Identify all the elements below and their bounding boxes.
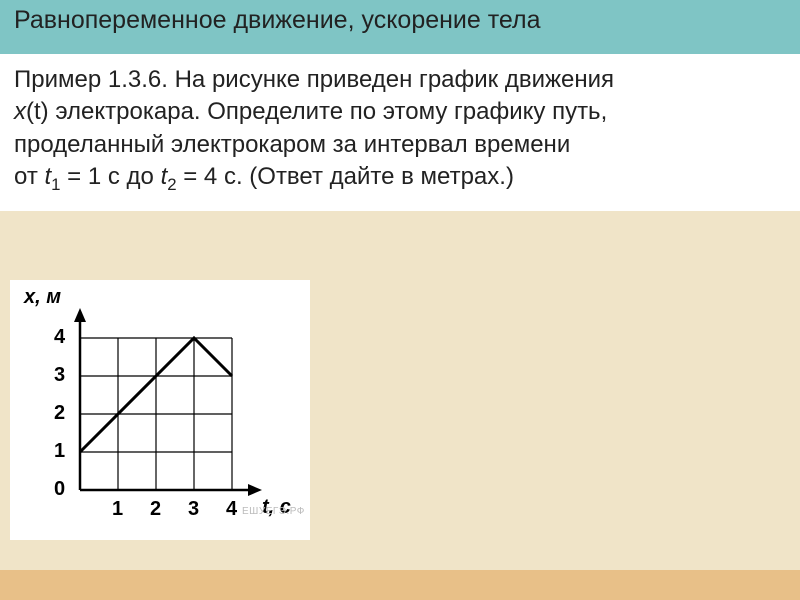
problem-text: от	[14, 163, 44, 190]
problem-text: На рисунке приведен график движения	[175, 66, 614, 93]
chart-area: x, м t, с 0 1 2 3 4 1 2 3 4 ЕШУЕГЭ.РФ	[10, 280, 310, 540]
sub-1: 1	[51, 175, 60, 194]
problem-text: = 4 с. (Ответ дайте в метрах.)	[177, 163, 514, 190]
x-tick-4: 4	[226, 498, 237, 521]
problem-text: = 1 с до	[61, 163, 161, 190]
x-tick-3: 3	[188, 498, 199, 521]
y-tick-0: 0	[54, 478, 65, 501]
x-tick-2: 2	[150, 498, 161, 521]
y-tick-3: 3	[54, 364, 65, 387]
problem-text: проделанный электрокаром за интервал вре…	[14, 131, 570, 158]
sub-2: 2	[167, 175, 176, 194]
problem-prefix: Пример 1.3.6.	[14, 66, 168, 93]
problem-text: электрокара. Определите по этому графику…	[49, 98, 608, 125]
header-title: Равнопеременное движение, ускорение тела	[14, 6, 540, 35]
var-x: x	[14, 98, 26, 125]
y-tick-4: 4	[54, 326, 65, 349]
y-tick-1: 1	[54, 440, 65, 463]
paren-t: (t)	[26, 98, 49, 125]
y-axis-label: x, м	[24, 286, 61, 309]
bottom-strip	[0, 570, 800, 600]
x-tick-1: 1	[112, 498, 123, 521]
watermark: ЕШУЕГЭ.РФ	[242, 506, 305, 517]
problem-statement: Пример 1.3.6. На рисунке приведен график…	[0, 54, 800, 211]
y-tick-2: 2	[54, 402, 65, 425]
